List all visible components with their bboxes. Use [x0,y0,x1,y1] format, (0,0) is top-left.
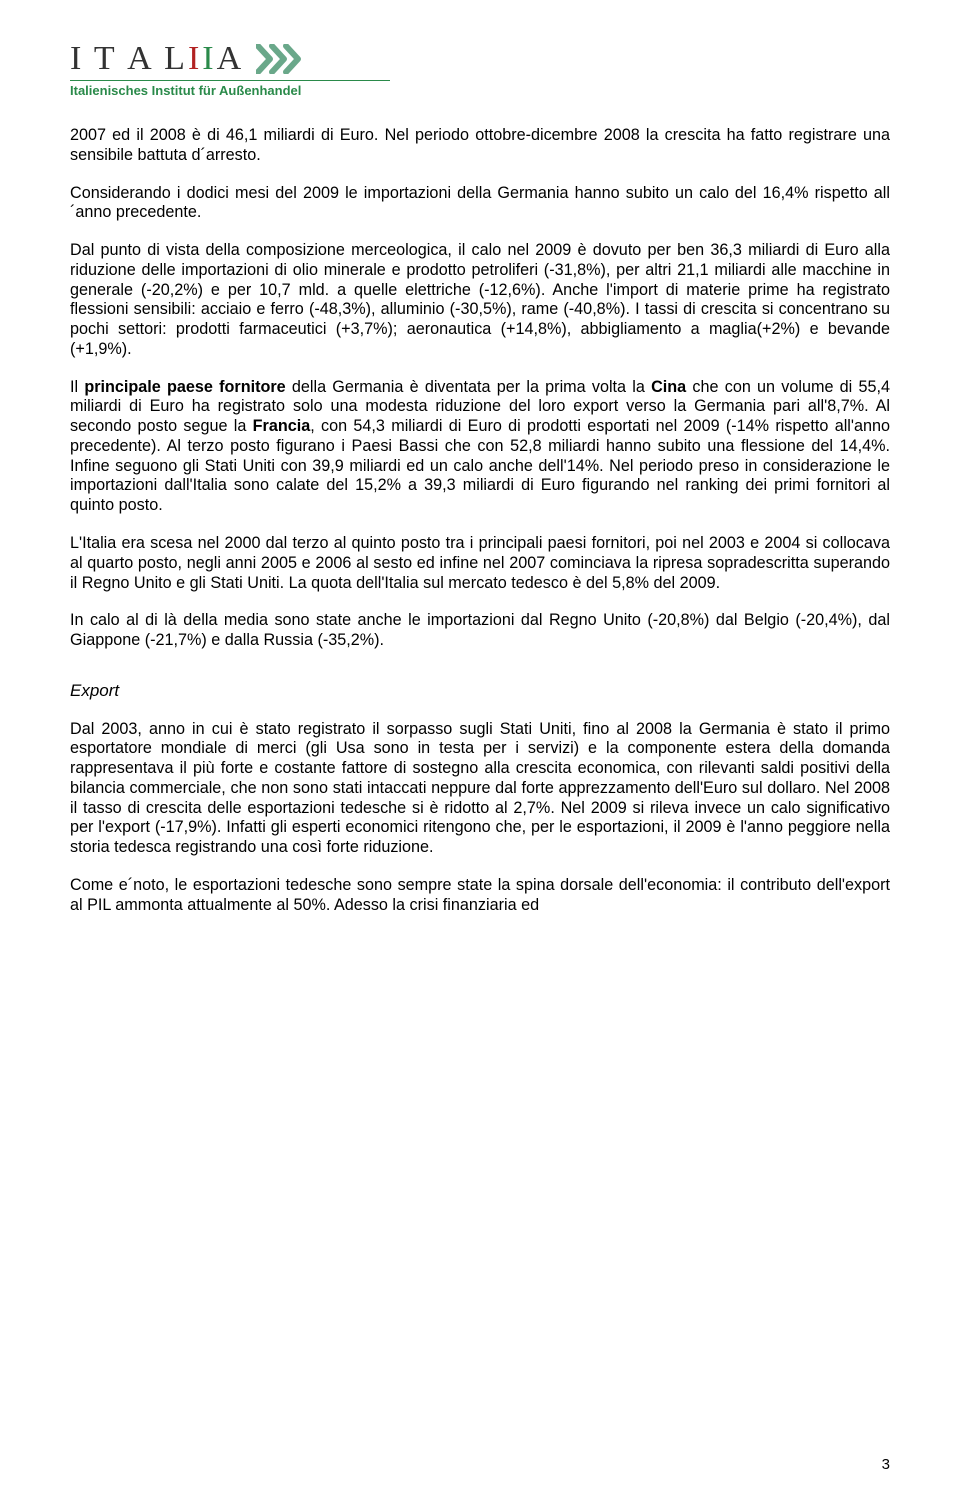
header-logo: I T A LIIA Italienisches Institut für Au… [70,40,890,98]
text-span: Il [70,378,84,396]
paragraph-4: Il principale paese fornitore della Germ… [70,378,890,516]
paragraph-1: 2007 ed il 2008 è di 46,1 miliardi di Eu… [70,126,890,166]
paragraph-3: Dal punto di vista della composizione me… [70,241,890,360]
logo-separator [70,80,390,81]
bold-cina: Cina [651,378,686,396]
text-span: della Germania è diventata per la prima … [286,378,651,396]
bold-francia: Francia [253,417,311,435]
paragraph-2: Considerando i dodici mesi del 2009 le i… [70,184,890,224]
logo-chevrons-icon [256,44,310,74]
document-page: I T A LIIA Italienisches Institut für Au… [0,0,960,1501]
paragraph-6: In calo al di là della media sono state … [70,611,890,651]
paragraph-8: Come e´noto, le esportazioni tedesche so… [70,876,890,916]
paragraph-7: Dal 2003, anno in cui è stato registrato… [70,720,890,858]
section-heading-export: Export [70,681,890,702]
page-number: 3 [882,1456,890,1473]
logo-subtitle: Italienisches Institut für Außenhandel [70,83,890,98]
bold-principal-supplier: principale paese fornitore [84,378,285,396]
logo-wordmark: I T A LIIA [70,40,244,78]
logo-row: I T A LIIA [70,40,890,78]
paragraph-5: L'Italia era scesa nel 2000 dal terzo al… [70,534,890,593]
